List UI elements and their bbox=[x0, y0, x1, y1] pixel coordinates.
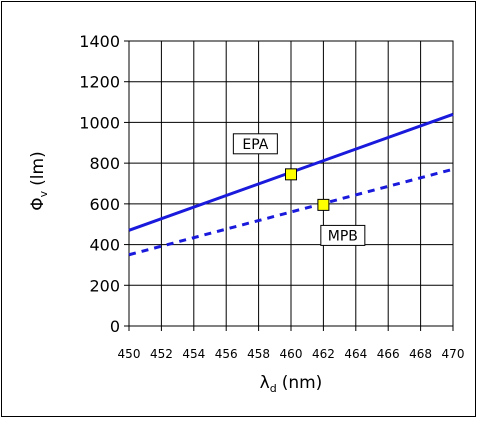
y-tick-label-1200: 1200 bbox=[79, 73, 120, 92]
x-tick-label-456: 456 bbox=[215, 347, 238, 361]
x-tick-label-454: 454 bbox=[182, 347, 205, 361]
y-tick-label-1000: 1000 bbox=[79, 113, 120, 132]
y-axis-label-base: Φ bbox=[28, 197, 48, 210]
points-group bbox=[285, 168, 330, 211]
y-tick-label-200: 200 bbox=[89, 276, 120, 295]
label-box-mpb bbox=[320, 224, 366, 246]
x-axis-ticks: 450 452 454 456 458 460 462 464 466 468 470 bbox=[118, 326, 465, 361]
annotations-group: EPA MPB bbox=[232, 133, 366, 246]
y-tick-label-600: 600 bbox=[89, 195, 120, 214]
x-axis-label-base: λ bbox=[260, 373, 270, 393]
x-tick-label-468: 468 bbox=[409, 347, 432, 361]
x-tick-label-462: 462 bbox=[312, 347, 335, 361]
y-tick-label-400: 400 bbox=[89, 236, 120, 255]
outer-border bbox=[1, 1, 476, 417]
x-axis-label-sub: d bbox=[270, 382, 277, 395]
data-point-epa bbox=[285, 168, 297, 181]
y-tick-label-0: 0 bbox=[110, 317, 120, 336]
x-tick-label-460: 460 bbox=[280, 347, 303, 361]
x-tick-label-464: 464 bbox=[344, 347, 367, 361]
y-tick-label-800: 800 bbox=[89, 154, 120, 173]
x-tick-label-470: 470 bbox=[442, 347, 465, 361]
label-text-epa: EPA bbox=[242, 137, 268, 153]
y-axis-ticks: 0 200 400 600 800 1000 1200 1400 bbox=[79, 32, 129, 336]
x-tick-label-450: 450 bbox=[118, 347, 141, 361]
label-text-mpb: MPB bbox=[328, 228, 358, 244]
label-box-epa bbox=[232, 133, 278, 155]
x-axis-label-unit: (nm) bbox=[282, 373, 323, 393]
x-tick-label-458: 458 bbox=[247, 347, 270, 361]
data-point-mpb bbox=[317, 198, 330, 211]
y-axis-label: Φv (lm) bbox=[28, 151, 50, 210]
y-tick-label-1400: 1400 bbox=[79, 32, 120, 51]
y-axis-label-unit: (lm) bbox=[28, 151, 48, 186]
x-axis-label: λd (nm) bbox=[260, 373, 323, 395]
y-axis-label-sub: v bbox=[37, 190, 50, 197]
x-tick-label-452: 452 bbox=[150, 347, 173, 361]
series-line-mpb bbox=[128, 167, 454, 257]
x-tick-label-466: 466 bbox=[377, 347, 400, 361]
